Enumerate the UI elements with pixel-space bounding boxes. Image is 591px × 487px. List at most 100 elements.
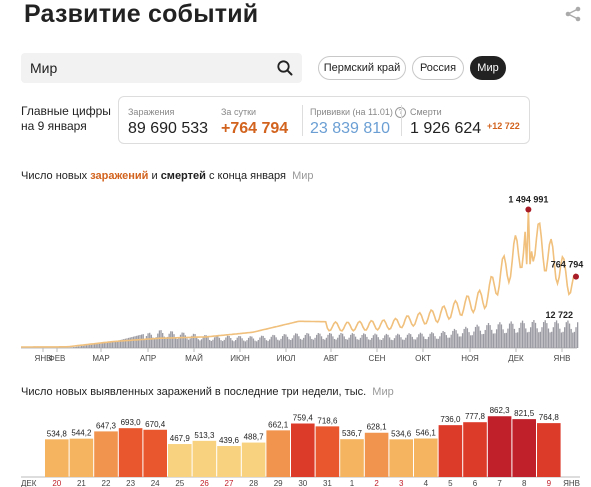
death-bar <box>418 334 420 348</box>
death-bar <box>238 335 240 348</box>
death-bar <box>345 339 347 348</box>
death-bar <box>252 338 255 348</box>
death-bar <box>474 326 477 348</box>
deaths-delta: +12 722 <box>487 121 520 131</box>
search-icon[interactable] <box>276 59 294 77</box>
death-bar <box>132 336 135 348</box>
bar <box>512 419 536 477</box>
death-bar <box>478 326 480 348</box>
death-bar <box>350 334 352 348</box>
death-bar <box>119 339 122 348</box>
death-bar <box>424 338 426 348</box>
region-button-perm[interactable]: Пермский край <box>318 56 406 80</box>
daily-label: За сутки <box>221 107 257 117</box>
death-bar <box>528 331 530 348</box>
death-bar <box>538 332 540 348</box>
death-bar <box>272 334 274 348</box>
death-bar <box>126 338 128 348</box>
death-bar <box>562 331 564 348</box>
death-bar <box>461 333 464 348</box>
bar <box>45 439 69 477</box>
death-bar <box>505 332 507 348</box>
death-bar <box>191 335 193 348</box>
bar <box>241 442 266 477</box>
death-bar <box>351 333 353 348</box>
death-bar <box>494 333 496 348</box>
death-bar <box>414 339 417 348</box>
death-bar <box>204 335 206 348</box>
death-bar <box>390 339 392 348</box>
bar-value-label: 488,7 <box>244 433 265 442</box>
death-bar <box>320 336 323 348</box>
death-bar <box>301 339 303 348</box>
death-bar <box>176 338 178 348</box>
death-bar <box>555 320 558 348</box>
death-bar <box>551 331 553 348</box>
bar <box>118 428 143 477</box>
death-bar <box>432 333 435 348</box>
death-bar <box>116 340 118 348</box>
death-bar <box>111 341 114 348</box>
death-bar <box>539 331 542 348</box>
death-bar <box>356 339 358 348</box>
day-label: 24 <box>151 479 160 487</box>
death-bar <box>168 333 170 348</box>
death-bar <box>322 338 324 348</box>
death-bar <box>361 335 363 348</box>
death-bar <box>124 338 127 348</box>
help-icon[interactable]: ? <box>394 107 406 118</box>
death-bar <box>82 345 84 348</box>
death-bar <box>382 338 384 348</box>
day-label: 4 <box>424 479 429 487</box>
death-bar <box>429 333 431 348</box>
bar-value-label: 777,8 <box>465 412 486 421</box>
death-bar <box>215 335 217 348</box>
death-bar <box>445 335 447 348</box>
region-button-world[interactable]: Мир <box>470 56 506 80</box>
death-bar <box>223 339 225 348</box>
death-bar <box>239 336 242 348</box>
death-bar <box>398 334 400 348</box>
death-bar <box>121 339 123 348</box>
death-bar <box>541 327 543 348</box>
share-icon[interactable] <box>564 6 582 22</box>
bar-value-label: 862,3 <box>490 406 511 415</box>
death-bar <box>98 343 101 348</box>
death-bar <box>179 334 182 348</box>
death-bar <box>473 331 475 348</box>
death-bar <box>400 337 402 348</box>
bar <box>315 426 340 477</box>
death-bar <box>354 336 357 348</box>
death-bar <box>281 336 284 348</box>
search-input[interactable]: Мир <box>21 53 302 83</box>
day-label: 30 <box>298 479 307 487</box>
region-button-russia[interactable]: Россия <box>412 56 464 80</box>
death-bar <box>212 339 214 348</box>
death-bar <box>77 346 80 348</box>
death-bar <box>288 339 290 348</box>
bar-value-label: 544,2 <box>71 429 92 438</box>
last-infection-label: 764 794 <box>551 260 584 270</box>
death-bar <box>291 338 294 348</box>
death-bar <box>421 333 423 348</box>
death-bar <box>286 336 289 348</box>
death-bar <box>379 339 381 348</box>
x-tick-label: ЯНВ <box>554 354 571 363</box>
x-tick-label: АВГ <box>323 354 339 363</box>
death-bar <box>251 336 253 348</box>
day-label: 2 <box>374 479 379 487</box>
death-bar <box>416 337 418 348</box>
day-label: 26 <box>200 479 209 487</box>
death-bar <box>103 342 105 348</box>
death-bar <box>330 333 332 348</box>
death-bar <box>426 339 428 348</box>
x-tick-label: НОЯ <box>461 354 479 363</box>
death-bar <box>552 327 554 348</box>
infections-line <box>21 209 578 348</box>
death-bar <box>189 338 191 348</box>
bar <box>537 423 561 477</box>
death-bar <box>434 336 436 348</box>
death-bar <box>470 335 472 348</box>
death-bar <box>452 330 454 348</box>
death-bar <box>136 335 138 348</box>
